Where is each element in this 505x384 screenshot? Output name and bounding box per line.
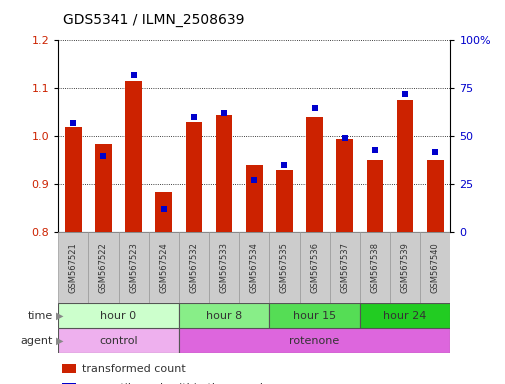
- Text: agent: agent: [21, 336, 53, 346]
- Bar: [306, 117, 322, 232]
- Text: hour 24: hour 24: [383, 311, 426, 321]
- Text: ▶: ▶: [56, 311, 63, 321]
- Point: [99, 152, 107, 159]
- Bar: [359, 303, 449, 328]
- Text: GSM567535: GSM567535: [279, 242, 288, 293]
- Text: GSM567537: GSM567537: [339, 242, 348, 293]
- Point: [69, 120, 77, 126]
- Bar: [366, 161, 382, 232]
- Text: hour 8: hour 8: [206, 311, 242, 321]
- Point: [220, 110, 228, 116]
- Bar: [118, 232, 148, 303]
- Bar: [58, 232, 88, 303]
- Bar: [245, 165, 262, 232]
- Bar: [359, 232, 389, 303]
- Bar: [155, 192, 172, 232]
- Bar: [276, 170, 292, 232]
- Bar: [336, 139, 352, 232]
- Bar: [299, 232, 329, 303]
- Bar: [62, 383, 76, 384]
- Text: hour 0: hour 0: [100, 311, 136, 321]
- Bar: [426, 161, 443, 232]
- Bar: [209, 232, 239, 303]
- Text: hour 15: hour 15: [292, 311, 335, 321]
- Point: [280, 162, 288, 168]
- Text: GSM567533: GSM567533: [219, 242, 228, 293]
- Bar: [269, 303, 359, 328]
- Bar: [329, 232, 359, 303]
- Point: [160, 206, 168, 212]
- Point: [430, 149, 438, 155]
- Bar: [178, 232, 209, 303]
- Text: ▶: ▶: [56, 336, 63, 346]
- Bar: [125, 81, 141, 232]
- Text: GSM567534: GSM567534: [249, 242, 258, 293]
- Bar: [62, 364, 76, 373]
- Text: GSM567539: GSM567539: [400, 242, 409, 293]
- Point: [129, 72, 137, 78]
- Bar: [88, 232, 118, 303]
- Text: transformed count: transformed count: [82, 364, 185, 374]
- Bar: [389, 232, 419, 303]
- Bar: [178, 303, 269, 328]
- Text: percentile rank within the sample: percentile rank within the sample: [82, 383, 269, 384]
- Text: GDS5341 / ILMN_2508639: GDS5341 / ILMN_2508639: [63, 13, 244, 27]
- Text: GSM567538: GSM567538: [370, 242, 379, 293]
- Bar: [95, 144, 112, 232]
- Point: [340, 135, 348, 141]
- Bar: [178, 328, 449, 353]
- Bar: [215, 115, 232, 232]
- Bar: [269, 232, 299, 303]
- Bar: [65, 127, 81, 232]
- Text: rotenone: rotenone: [289, 336, 339, 346]
- Bar: [419, 232, 449, 303]
- Point: [370, 147, 378, 153]
- Text: GSM567536: GSM567536: [310, 242, 319, 293]
- Text: GSM567524: GSM567524: [159, 242, 168, 293]
- Text: GSM567532: GSM567532: [189, 242, 198, 293]
- Text: GSM567540: GSM567540: [430, 242, 439, 293]
- Text: GSM567521: GSM567521: [69, 242, 78, 293]
- Bar: [185, 122, 202, 232]
- Bar: [58, 303, 178, 328]
- Bar: [239, 232, 269, 303]
- Text: time: time: [28, 311, 53, 321]
- Text: control: control: [99, 336, 137, 346]
- Point: [189, 114, 197, 120]
- Point: [310, 104, 318, 111]
- Text: GSM567522: GSM567522: [99, 242, 108, 293]
- Bar: [58, 328, 178, 353]
- Point: [400, 91, 409, 97]
- Bar: [396, 100, 413, 232]
- Point: [250, 177, 258, 184]
- Text: GSM567523: GSM567523: [129, 242, 138, 293]
- Bar: [148, 232, 178, 303]
